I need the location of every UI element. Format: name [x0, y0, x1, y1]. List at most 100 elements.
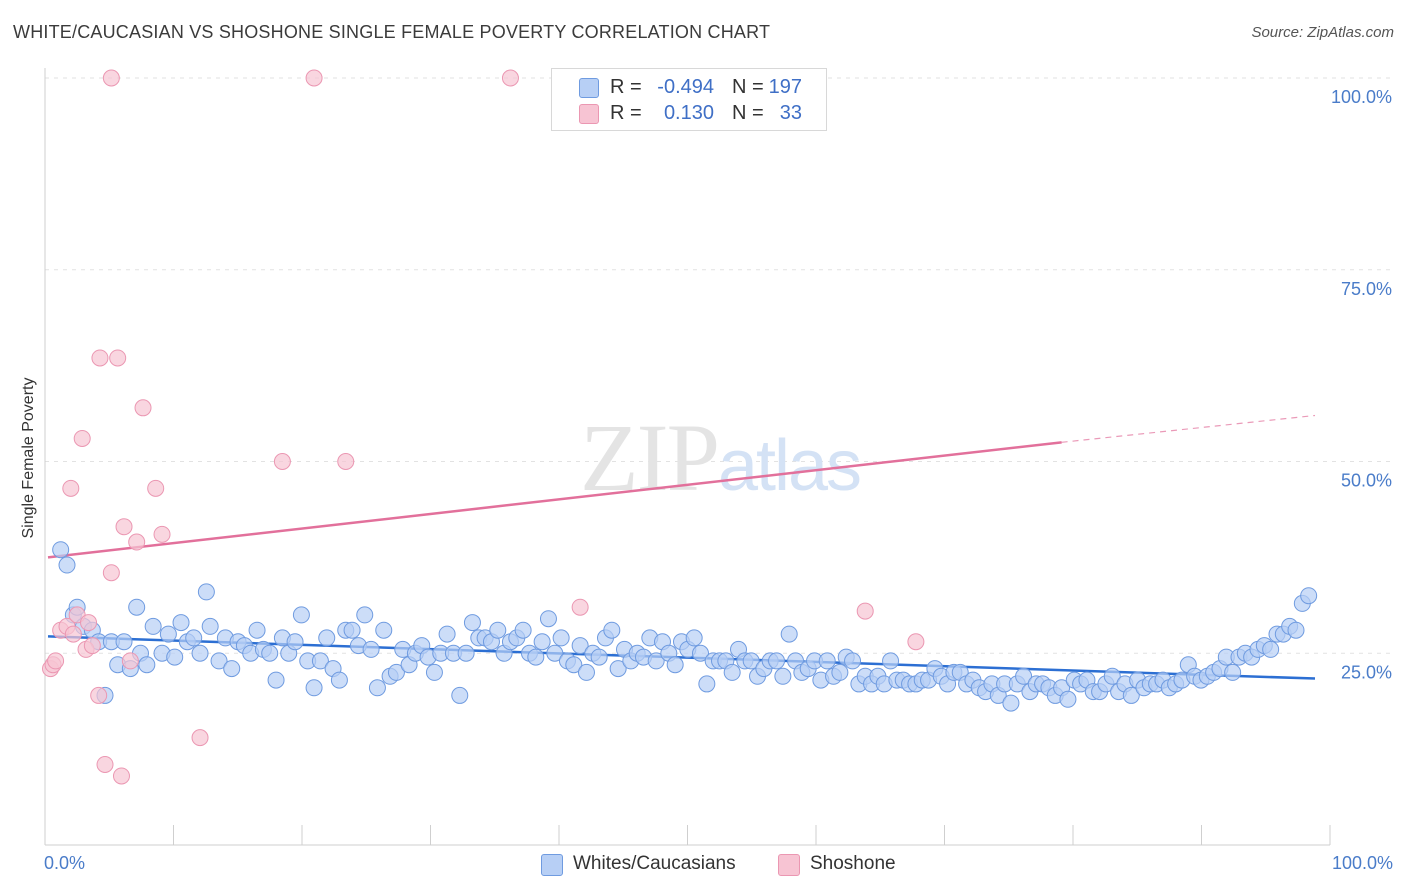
data-point-shoshone: [191, 729, 209, 747]
data-point-whites: [286, 633, 304, 651]
data-point-whites: [159, 625, 177, 643]
legend-n-label: N =: [732, 102, 764, 124]
data-point-whites: [128, 598, 146, 616]
data-point-whites: [343, 621, 361, 639]
data-point-whites: [552, 629, 570, 647]
trend-line-shoshone-extension: [1061, 414, 1316, 443]
data-point-shoshone: [128, 533, 146, 551]
data-point-shoshone: [112, 767, 130, 785]
data-point-whites: [685, 629, 703, 647]
data-point-whites: [609, 660, 627, 678]
data-point-shoshone: [102, 69, 120, 87]
legend-n-value: 33: [779, 102, 802, 124]
bottom-legend-swatch-pink: [778, 854, 800, 876]
data-point-whites: [577, 663, 595, 681]
data-point-whites: [698, 675, 716, 693]
y-tick-label: 50.0%: [1341, 471, 1392, 491]
data-point-shoshone: [96, 755, 114, 773]
data-point-shoshone: [90, 686, 108, 704]
data-point-whites: [248, 621, 266, 639]
data-point-whites: [362, 640, 380, 658]
chart-source: Source: ZipAtlas.com: [1251, 24, 1394, 41]
legend-r-value: -0.494: [657, 76, 714, 98]
data-point-whites: [1287, 621, 1305, 639]
legend-swatch-blue: [579, 78, 599, 98]
data-point-shoshone: [62, 479, 80, 497]
y-tick-label: 75.0%: [1341, 279, 1392, 299]
data-point-shoshone: [47, 652, 65, 670]
data-point-whites: [185, 629, 203, 647]
data-point-whites: [489, 621, 507, 639]
legend-r-label: R =: [610, 76, 642, 98]
data-point-shoshone: [91, 349, 109, 367]
data-point-whites: [356, 606, 374, 624]
data-point-shoshone: [153, 525, 171, 543]
data-point-whites: [533, 633, 551, 651]
data-point-whites: [451, 686, 469, 704]
data-point-whites: [172, 614, 190, 632]
legend-row-whites: R = -0.494 N = 197: [552, 74, 826, 100]
data-point-shoshone: [273, 453, 291, 470]
x-tick-label: 0.0%: [44, 853, 85, 873]
data-point-whites: [223, 660, 241, 678]
data-point-shoshone: [115, 518, 133, 536]
data-point-shoshone: [121, 652, 139, 670]
data-point-whites: [115, 633, 133, 651]
data-point-whites: [138, 656, 156, 674]
data-point-shoshone: [64, 625, 82, 643]
data-point-whites: [539, 610, 557, 628]
data-point-whites: [144, 617, 162, 635]
data-point-whites: [603, 621, 621, 639]
data-point-whites: [305, 679, 323, 697]
bottom-legend-swatch-blue: [541, 854, 563, 876]
data-point-shoshone: [337, 453, 355, 470]
data-point-whites: [438, 625, 456, 643]
data-point-shoshone: [856, 602, 874, 620]
series-whites: [52, 541, 1318, 712]
data-point-whites: [1103, 667, 1121, 685]
bottom-legend-label: Whites/Caucasians: [573, 853, 736, 874]
data-point-shoshone: [73, 429, 91, 447]
data-point-whites: [368, 679, 386, 697]
data-point-whites: [330, 671, 348, 689]
legend-n-label: N =: [732, 76, 764, 98]
data-point-whites: [692, 644, 710, 662]
data-point-whites: [210, 652, 228, 670]
data-point-whites: [774, 667, 792, 685]
watermark: ZIPatlas: [580, 404, 860, 511]
data-point-whites: [318, 629, 336, 647]
data-point-whites: [191, 644, 209, 662]
legend-row-shoshone: R = 0.130 N = 33: [552, 100, 826, 126]
data-point-whites: [1002, 694, 1020, 712]
legend-r-label: R =: [610, 102, 642, 124]
data-point-shoshone: [80, 614, 98, 632]
data-point-whites: [590, 648, 608, 666]
data-point-whites: [387, 663, 405, 681]
data-point-whites: [457, 644, 475, 662]
data-point-whites: [514, 621, 532, 639]
data-points: [42, 69, 1318, 785]
series-shoshone: [42, 69, 925, 785]
data-point-whites: [1224, 663, 1242, 681]
data-point-shoshone: [102, 564, 120, 582]
data-point-whites: [647, 652, 665, 670]
data-point-whites: [666, 656, 684, 674]
data-point-whites: [723, 663, 741, 681]
data-point-shoshone: [83, 637, 101, 655]
y-tick-label: 25.0%: [1341, 662, 1392, 682]
data-point-whites: [292, 606, 310, 624]
data-point-whites: [1122, 686, 1140, 704]
axes: [44, 68, 1331, 846]
stats-legend: R = -0.494 N = 197 R = 0.130 N = 33: [551, 68, 827, 131]
y-tick-label: 100.0%: [1331, 87, 1392, 107]
data-point-shoshone: [501, 69, 519, 87]
data-point-whites: [375, 621, 393, 639]
legend-r-value: 0.130: [663, 102, 714, 124]
data-point-whites: [818, 652, 836, 670]
gridlines: [45, 77, 1395, 654]
data-point-whites: [546, 644, 564, 662]
data-point-shoshone: [907, 633, 925, 651]
data-point-shoshone: [134, 399, 152, 417]
data-point-whites: [197, 583, 215, 601]
